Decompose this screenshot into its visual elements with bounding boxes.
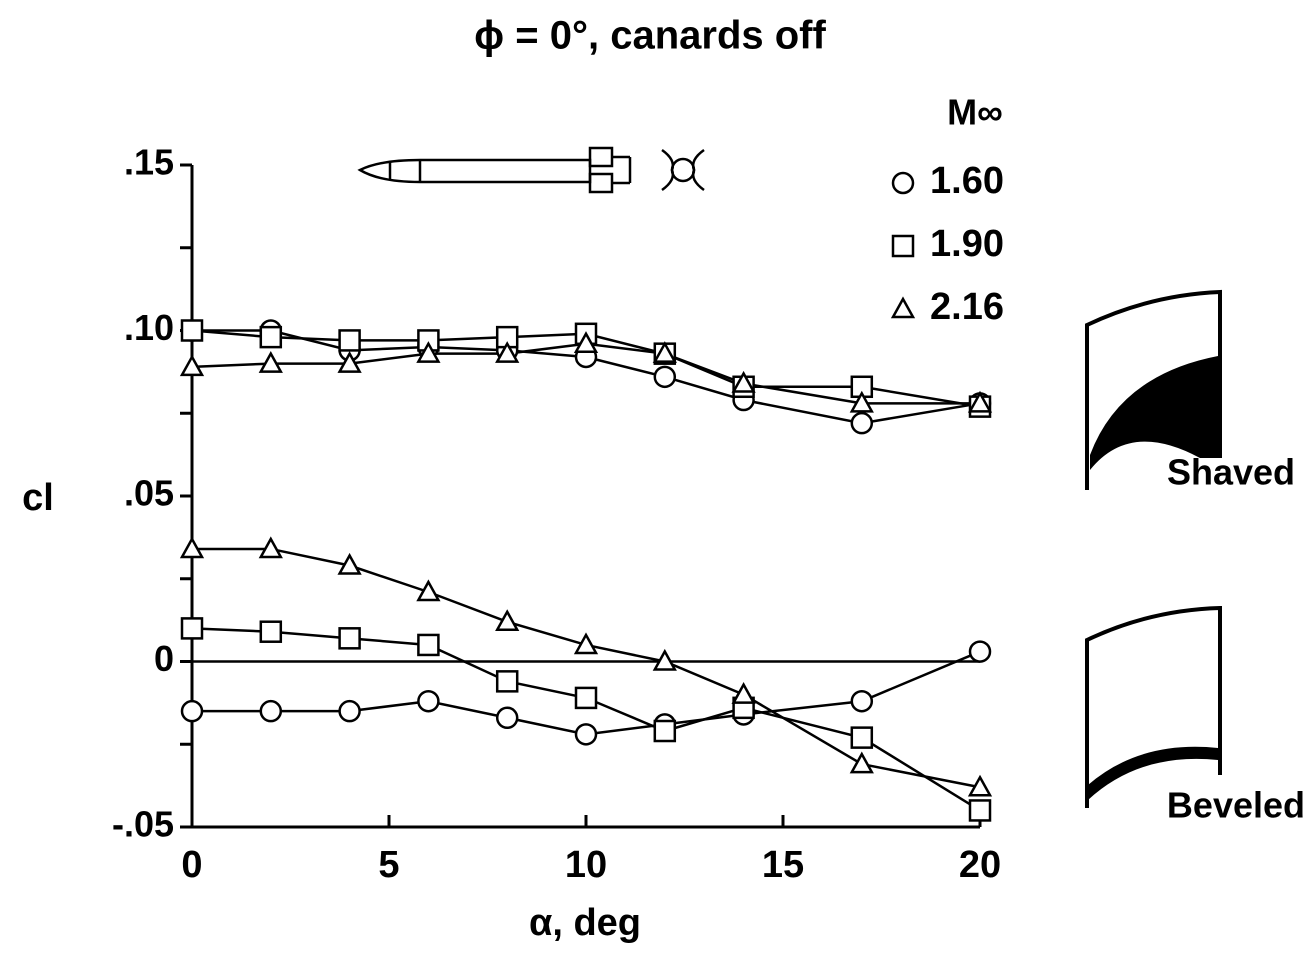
x-tick-label: 15	[762, 844, 804, 886]
marker	[849, 390, 874, 413]
series-line	[192, 650, 981, 736]
marker	[890, 296, 916, 319]
legend-label: 2.16	[930, 286, 1004, 328]
marker	[731, 370, 756, 393]
series-line	[191, 627, 981, 812]
marker	[259, 699, 283, 723]
marker	[573, 632, 599, 655]
x-tick-label: 5	[378, 844, 399, 886]
marker	[259, 325, 283, 349]
marker	[850, 411, 874, 435]
fin-sketch-shaved	[1085, 289, 1222, 490]
legend-title: M∞	[947, 92, 1003, 133]
x-tick-label: 10	[565, 844, 607, 886]
marker	[416, 579, 441, 602]
marker	[652, 341, 677, 363]
marker	[968, 799, 992, 822]
series-line	[191, 329, 981, 408]
marker	[416, 341, 441, 363]
marker	[891, 234, 915, 258]
marker	[180, 699, 204, 723]
y-tick-label: .10	[124, 307, 174, 348]
marker	[574, 686, 598, 710]
x-tick-label: 0	[181, 844, 202, 886]
marker	[337, 552, 362, 575]
x-tick-label: 20	[959, 844, 1001, 886]
marker	[653, 719, 677, 743]
marker	[180, 319, 204, 342]
marker	[967, 390, 993, 413]
marker	[573, 331, 599, 353]
x-axis-label: α, deg	[529, 902, 641, 944]
marker	[850, 689, 874, 713]
marker	[495, 341, 520, 363]
marker	[495, 670, 519, 693]
y-tick-label: -.05	[112, 804, 174, 845]
marker	[338, 699, 361, 723]
group-label: Beveled	[1167, 785, 1305, 826]
marker	[258, 536, 283, 559]
series-line	[192, 329, 981, 425]
marker	[179, 354, 205, 377]
marker	[180, 617, 204, 640]
group-label: Shaved	[1167, 452, 1295, 493]
fin-sketch-beveled	[1085, 605, 1222, 808]
y-tick-label: .05	[124, 473, 174, 514]
marker	[574, 723, 598, 746]
marker	[258, 351, 283, 373]
legend-label: 1.60	[930, 160, 1004, 202]
y-tick-label: .15	[124, 142, 174, 183]
marker	[495, 706, 519, 730]
marker	[337, 351, 362, 373]
marker	[259, 620, 283, 643]
marker	[652, 648, 677, 671]
series-line	[192, 547, 981, 789]
marker	[338, 329, 361, 352]
marker	[891, 171, 915, 195]
y-tick-label: 0	[154, 638, 174, 679]
missile-sketch	[357, 146, 705, 194]
chart-title: ϕ = 0°, canards off	[474, 14, 826, 58]
marker	[850, 726, 874, 749]
marker	[495, 609, 520, 632]
y-axis-label: cl	[22, 477, 54, 519]
legend-label: 1.90	[930, 223, 1004, 265]
series-line	[191, 342, 980, 405]
marker	[653, 365, 677, 389]
marker	[968, 640, 992, 663]
marker	[731, 682, 756, 704]
marker	[849, 751, 874, 774]
marker	[338, 627, 361, 650]
marker	[179, 536, 205, 559]
marker	[417, 633, 440, 657]
marker	[967, 774, 993, 797]
marker	[417, 689, 440, 713]
